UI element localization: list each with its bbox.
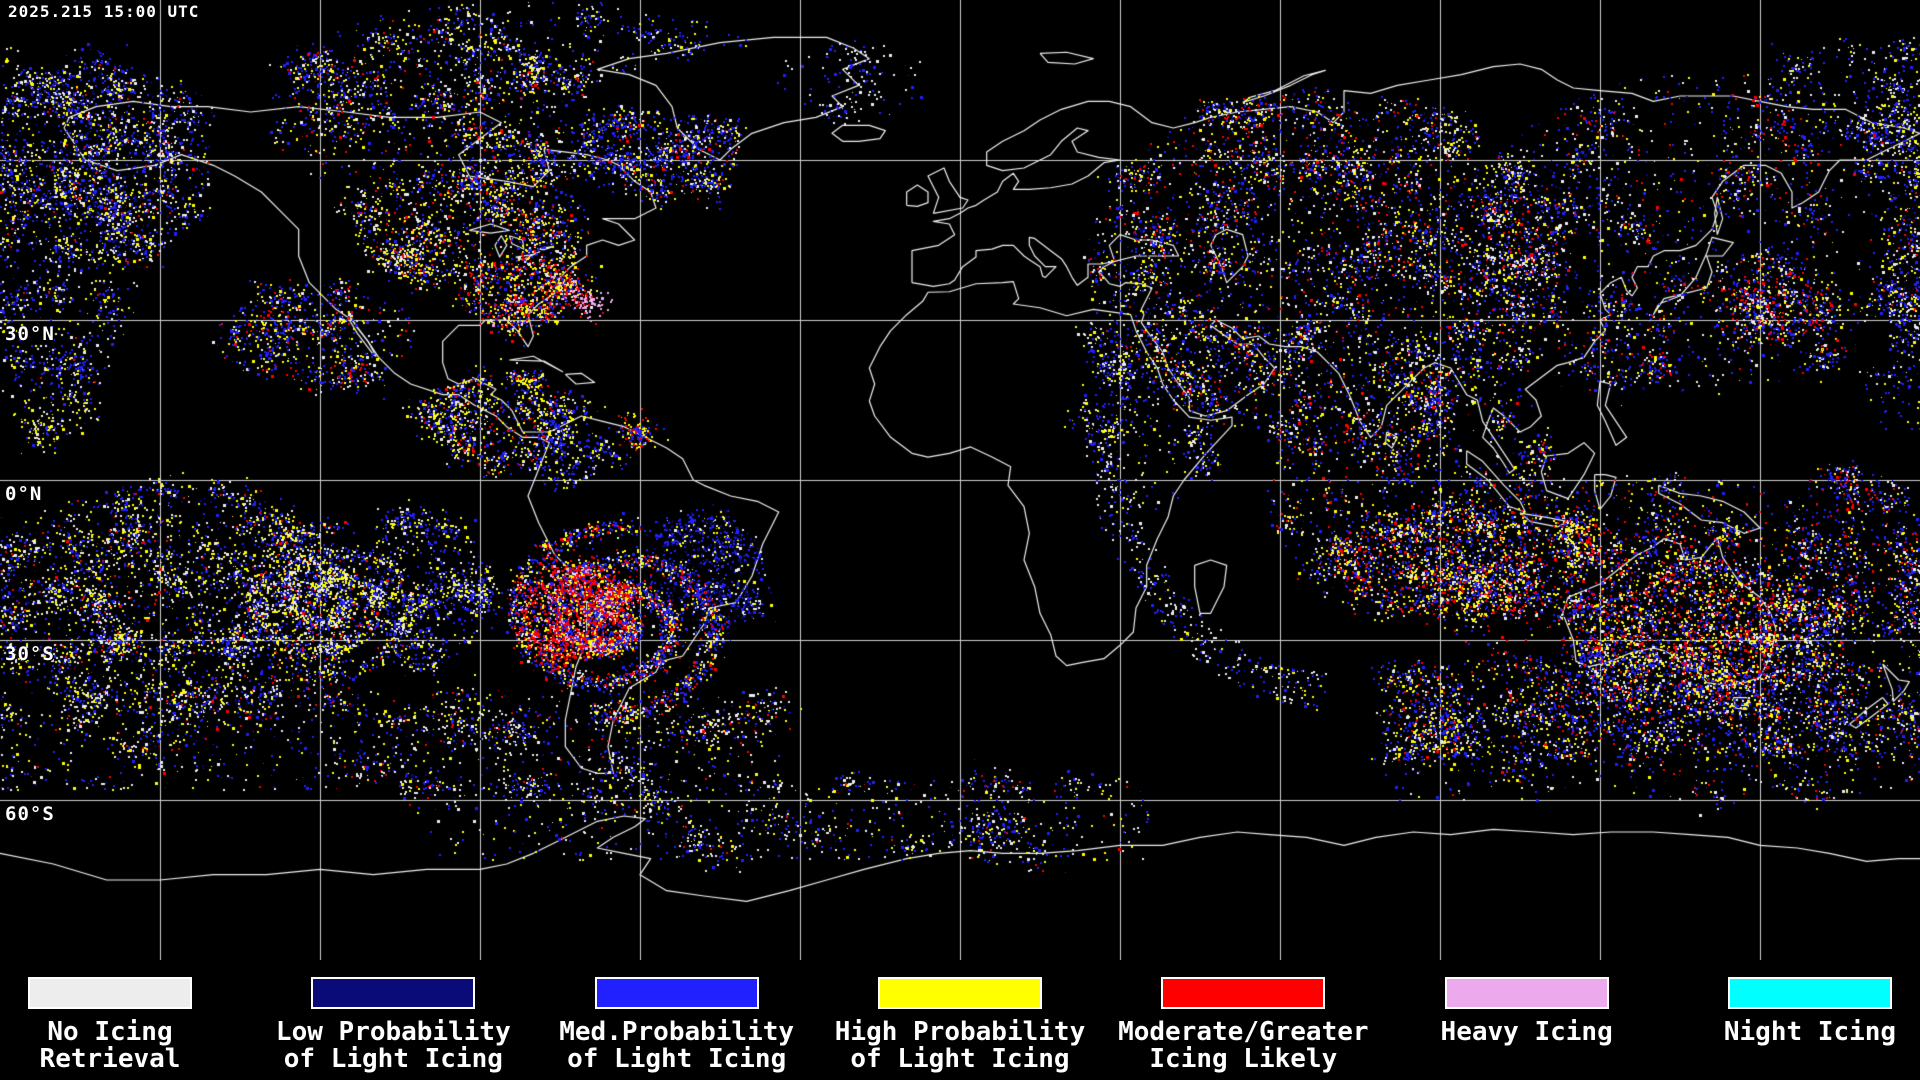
legend-item-night-icing: Night Icing	[1724, 960, 1896, 1080]
legend-swatch-no-icing-retrieval	[28, 977, 192, 1009]
legend-swatch-heavy-icing	[1444, 977, 1609, 1009]
legend-swatch-moderate-greater	[1161, 977, 1326, 1009]
legend-item-no-icing-retrieval: No Icing Retrieval	[24, 960, 196, 1080]
lat-label-60s: 60°S	[5, 803, 55, 825]
legend-item-heavy-icing: Heavy Icing	[1441, 960, 1613, 1080]
legend-swatch-med-probability	[594, 977, 759, 1009]
legend-swatch-low-probability	[311, 977, 476, 1009]
world-icing-map-canvas	[0, 0, 1920, 960]
legend-swatch-high-probability	[877, 977, 1042, 1009]
lat-label-0n: 0°N	[5, 483, 43, 505]
legend-item-med-probability: Med.Probability of Light Icing	[559, 960, 794, 1080]
lat-label-30s: 30°S	[5, 643, 55, 665]
legend-label-low-probability: Low Probability of Light Icing	[275, 1017, 511, 1074]
legend-label-high-probability: High Probability of Light Icing	[834, 1017, 1086, 1074]
timestamp: 2025.215 15:00 UTC	[8, 2, 200, 21]
lat-label-30n: 30°N	[5, 323, 55, 345]
legend-swatch-night-icing	[1727, 977, 1892, 1009]
legend-label-heavy-icing: Heavy Icing	[1440, 1017, 1613, 1047]
map-area: 2025.215 15:00 UTC 30°N 0°N 30°S 60°S	[0, 0, 1920, 960]
legend-label-night-icing: Night Icing	[1723, 1017, 1897, 1047]
legend-label-med-probability: Med.Probability of Light Icing	[559, 1017, 795, 1074]
legend-item-high-probability: High Probability of Light Icing	[835, 960, 1085, 1080]
legend-label-moderate-greater: Moderate/Greater Icing Likely	[1118, 1017, 1369, 1074]
legend-item-moderate-greater: Moderate/Greater Icing Likely	[1118, 960, 1369, 1080]
legend-label-no-icing-retrieval: No Icing Retrieval	[39, 1017, 181, 1074]
legend-item-low-probability: Low Probability of Light Icing	[276, 960, 511, 1080]
legend: No Icing Retrieval Low Probability of Li…	[0, 960, 1920, 1080]
